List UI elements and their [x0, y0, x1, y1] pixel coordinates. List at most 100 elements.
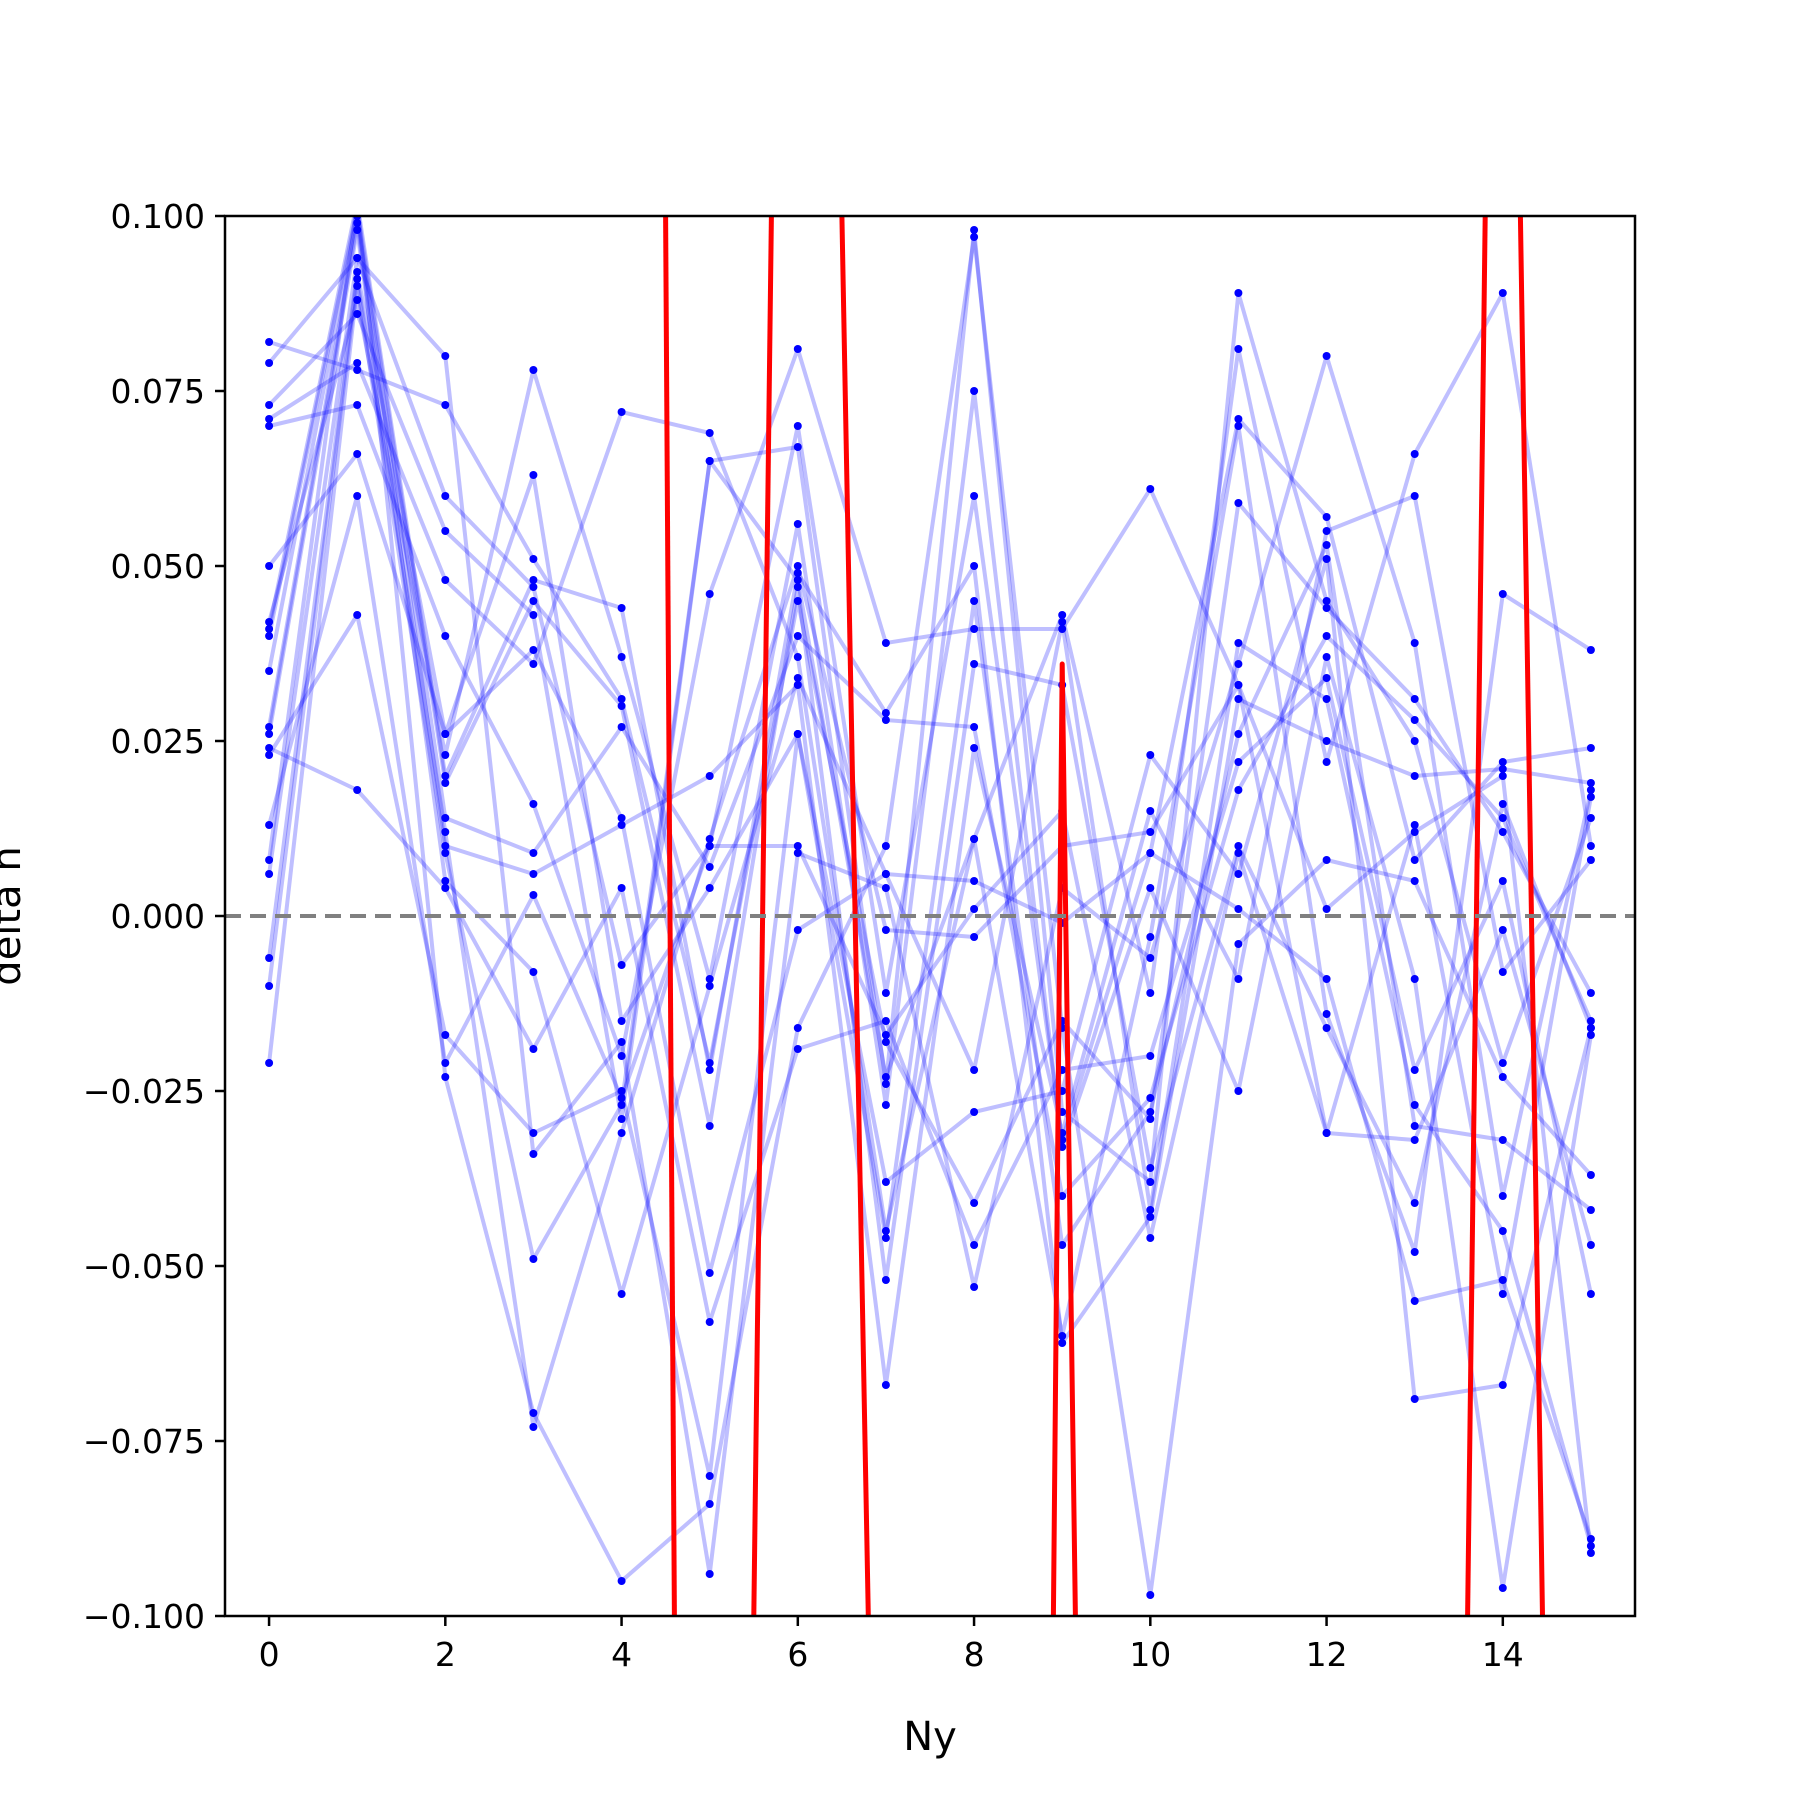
data-point	[1586, 1290, 1595, 1298]
data-point	[617, 1087, 626, 1095]
data-point	[705, 590, 714, 598]
data-point	[353, 226, 362, 234]
x-tick-label: 10	[1129, 1635, 1171, 1674]
data-point	[881, 1017, 890, 1025]
data-point	[1586, 786, 1595, 794]
data-point	[529, 968, 538, 976]
data-point	[1146, 751, 1155, 759]
data-point	[881, 884, 890, 892]
data-point	[353, 198, 361, 206]
series-line	[268, 676, 1593, 1324]
data-point	[617, 702, 626, 710]
data-point	[1586, 856, 1595, 864]
data-point	[441, 828, 450, 836]
data-point	[1410, 492, 1419, 500]
data-point	[617, 1290, 626, 1298]
data-point	[881, 716, 890, 724]
data-point	[1234, 681, 1243, 689]
data-point	[617, 408, 626, 416]
y-tick-label: −0.025	[83, 1072, 205, 1111]
data-point	[970, 233, 979, 241]
x-tick-label: 12	[1306, 1635, 1348, 1674]
data-point	[881, 989, 890, 997]
data-point	[705, 1318, 714, 1326]
data-point	[1322, 632, 1331, 640]
data-point	[353, 450, 362, 458]
x-tick-label: 0	[259, 1635, 280, 1674]
data-point	[793, 926, 802, 934]
series-18	[265, 268, 1595, 1543]
data-point	[1498, 1073, 1507, 1081]
data-point	[1146, 954, 1155, 962]
data-point	[353, 310, 362, 318]
data-point	[617, 1577, 626, 1585]
series-1	[265, 338, 1595, 1207]
data-point	[441, 1031, 450, 1039]
data-point	[1586, 1017, 1595, 1025]
data-point	[1146, 1052, 1155, 1060]
y-tick-label: −0.050	[83, 1247, 205, 1286]
data-point	[1410, 695, 1419, 703]
data-point	[881, 1038, 890, 1046]
series-line	[267, 228, 1593, 1184]
data-point	[1234, 730, 1243, 738]
data-point	[265, 723, 274, 731]
data-point	[265, 359, 274, 367]
data-point	[1322, 555, 1331, 563]
data-point	[441, 527, 450, 535]
series-17	[265, 254, 1595, 1578]
data-point	[1146, 1164, 1155, 1172]
data-point	[441, 401, 450, 409]
data-point	[353, 275, 362, 283]
data-point	[705, 772, 714, 780]
data-point	[617, 961, 626, 969]
data-point	[265, 632, 274, 640]
data-point	[353, 296, 362, 304]
data-point	[441, 632, 450, 640]
data-point	[970, 723, 979, 731]
data-point	[265, 856, 274, 864]
data-point	[441, 772, 450, 780]
y-tick-label: 0.000	[111, 897, 205, 936]
data-point	[793, 674, 802, 682]
data-point	[1410, 450, 1419, 458]
data-point	[1146, 1591, 1155, 1599]
data-point	[1322, 737, 1331, 745]
data-point	[617, 1115, 626, 1123]
data-point	[1322, 674, 1331, 682]
data-point	[793, 345, 802, 353]
x-tick-label: 8	[964, 1635, 985, 1674]
y-axis-label: delta h	[0, 846, 30, 985]
data-point	[353, 401, 362, 409]
data-point	[793, 562, 802, 570]
x-tick-label: 6	[787, 1635, 808, 1674]
data-point	[1498, 828, 1507, 836]
data-point	[529, 583, 538, 591]
data-point	[881, 842, 890, 850]
data-point	[1410, 1297, 1419, 1305]
data-point	[793, 681, 802, 689]
data-point	[1498, 1584, 1507, 1592]
data-point	[529, 870, 538, 878]
y-tick-label: 0.025	[111, 722, 205, 761]
data-point	[1498, 758, 1507, 766]
data-point	[705, 1472, 714, 1480]
data-point	[353, 198, 361, 206]
data-point	[1410, 828, 1419, 836]
data-point	[617, 1129, 626, 1137]
series-3	[265, 226, 1595, 1186]
series-line	[267, 216, 1593, 1597]
data-point	[881, 709, 890, 717]
data-point	[441, 779, 450, 787]
data-point	[1410, 1395, 1419, 1403]
data-point	[529, 1423, 538, 1431]
data-point	[353, 492, 362, 500]
series-line	[267, 277, 1593, 1554]
data-point	[881, 1101, 890, 1109]
data-point	[353, 268, 362, 276]
x-tick-label: 14	[1482, 1635, 1524, 1674]
data-point	[1498, 968, 1507, 976]
data-point	[793, 443, 802, 451]
data-point	[265, 415, 274, 423]
data-point	[1586, 1241, 1595, 1249]
